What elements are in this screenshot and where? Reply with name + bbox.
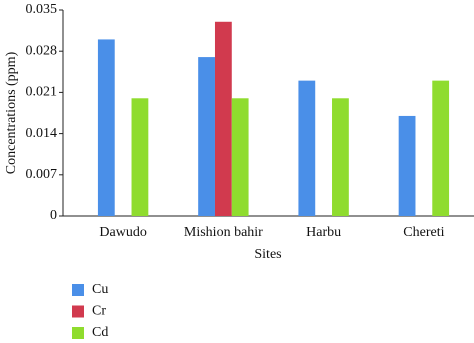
y-tick-label: 0.028 — [26, 43, 58, 58]
legend-label: Cr — [92, 304, 106, 319]
y-tick-label: 0.035 — [26, 2, 58, 17]
bar — [332, 98, 349, 216]
legend-swatch — [72, 305, 84, 318]
x-tick-label: Harbu — [306, 225, 341, 240]
bar — [432, 80, 450, 216]
bar — [97, 39, 115, 216]
legend-label: Cu — [92, 282, 108, 297]
y-tick-label: 0.007 — [26, 167, 58, 182]
legend-swatch — [72, 327, 84, 339]
bar — [131, 98, 149, 216]
x-tick-label: Dawudo — [99, 225, 146, 240]
legend-label: Cd — [92, 325, 108, 340]
bar — [198, 57, 215, 217]
x-tick-label: Chereti — [403, 225, 444, 240]
y-tick-label: 0.021 — [26, 85, 58, 100]
x-tick-label: Mishion bahir — [184, 225, 263, 240]
y-axis-label: Concentrations (ppm) — [4, 51, 19, 174]
y-tick-label: 0 — [50, 208, 57, 223]
y-tick-label: 0.014 — [26, 126, 58, 141]
x-axis-label: Sites — [254, 247, 281, 262]
bar — [231, 98, 249, 216]
bar — [214, 21, 232, 217]
legend-swatch — [72, 284, 84, 296]
bar — [298, 80, 316, 216]
bar — [398, 115, 416, 216]
